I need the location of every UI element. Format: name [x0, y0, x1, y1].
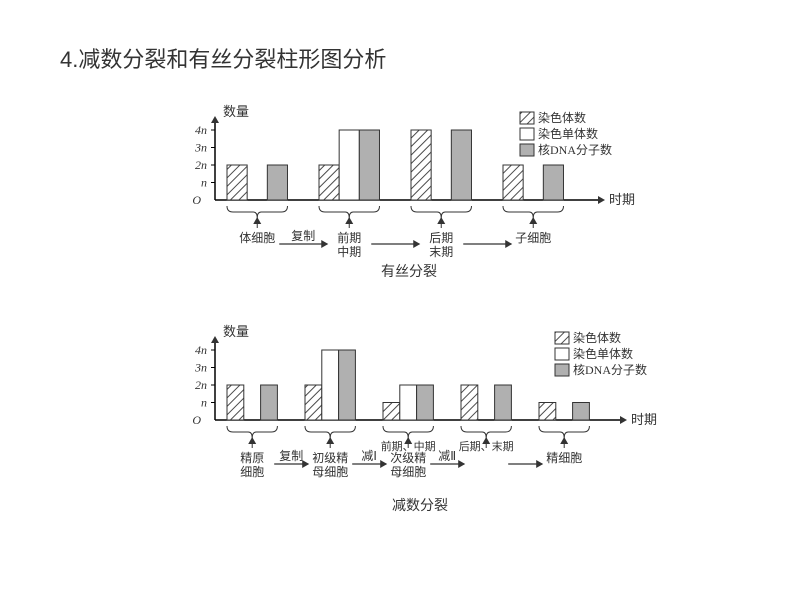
svg-text:4n: 4n	[195, 343, 207, 357]
svg-text:时期: 时期	[609, 192, 635, 207]
svg-text:复制: 复制	[291, 229, 315, 243]
svg-text:精细胞: 精细胞	[546, 451, 582, 465]
chart-mitosis: n 2n 3n 4n O 数量时期 染色体数染色单体数核DNA分子数体细胞 前期中期 后期末期 子…	[160, 100, 680, 315]
svg-text:时期: 时期	[631, 412, 657, 427]
chart-meiosis: n 2n 3n 4n O 数量时期 染色体数染色单体数核DNA分子数精原细胞 初级精母细胞 次级…	[160, 320, 720, 555]
svg-text:n: n	[201, 396, 207, 410]
svg-text:有丝分裂: 有丝分裂	[381, 264, 437, 280]
svg-text:减Ⅱ: 减Ⅱ	[438, 449, 456, 463]
svg-text:n: n	[201, 176, 207, 190]
svg-text:核DNA分子数: 核DNA分子数	[538, 142, 612, 157]
svg-text:子细胞: 子细胞	[515, 231, 551, 245]
svg-text:3n: 3n	[194, 141, 207, 155]
svg-text:初级精母细胞: 初级精母细胞	[312, 451, 348, 479]
svg-text:数量: 数量	[223, 324, 249, 339]
svg-text:后期末期: 后期末期	[429, 231, 453, 259]
svg-text:前期中期: 前期中期	[337, 230, 361, 259]
svg-text:前期、中期: 前期、中期	[381, 439, 436, 453]
svg-text:染色体数: 染色体数	[538, 110, 586, 125]
svg-text:精原细胞: 精原细胞	[240, 451, 264, 479]
svg-text:减数分裂: 减数分裂	[392, 498, 448, 514]
svg-text:后期、末期: 后期、末期	[459, 439, 514, 453]
svg-text:次级精母细胞: 次级精母细胞	[390, 451, 426, 479]
svg-text:染色单体数: 染色单体数	[573, 346, 633, 361]
svg-text:O: O	[192, 413, 201, 427]
page-title: 4.减数分裂和有丝分裂柱形图分析	[60, 42, 386, 74]
svg-text:数量: 数量	[223, 104, 249, 119]
svg-text:染色单体数: 染色单体数	[538, 126, 598, 141]
svg-text:复制: 复制	[279, 449, 303, 463]
svg-text:染色体数: 染色体数	[573, 330, 621, 345]
svg-text:体细胞: 体细胞	[239, 231, 275, 245]
svg-text:O: O	[192, 193, 201, 207]
svg-text:减Ⅰ: 减Ⅰ	[361, 449, 377, 463]
svg-text:2n: 2n	[195, 158, 207, 172]
svg-text:2n: 2n	[195, 378, 207, 392]
svg-text:核DNA分子数: 核DNA分子数	[573, 362, 647, 377]
svg-text:4n: 4n	[195, 123, 207, 137]
svg-text:3n: 3n	[194, 361, 207, 375]
